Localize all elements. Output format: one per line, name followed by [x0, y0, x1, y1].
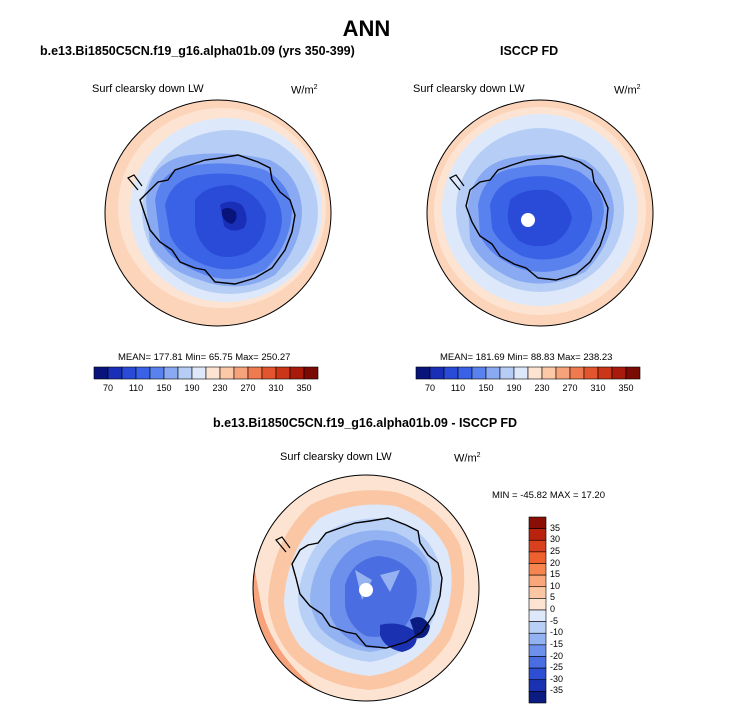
colorbar-box — [485, 366, 501, 380]
colorbar-tick-label: 150 — [156, 383, 172, 393]
colorbar-box — [527, 366, 543, 380]
colorbar-box — [528, 667, 547, 681]
colorbar-box — [528, 528, 547, 541]
colorbar-box — [528, 644, 547, 657]
panel2-units: W/m2 — [614, 84, 641, 97]
colorbar-panel1 — [93, 366, 319, 380]
colorbar-tick-label: 350 — [296, 383, 312, 393]
colorbar-box — [528, 621, 547, 634]
colorbar-box — [233, 366, 249, 380]
colorbar-box — [528, 586, 547, 599]
colorbar-tick-label: -10 — [550, 627, 564, 638]
colorbar-tick-label: 270 — [240, 383, 256, 393]
colorbar-tick-label: 25 — [550, 545, 561, 556]
colorbar-box — [528, 516, 547, 529]
colorbar-box — [261, 366, 277, 380]
colorbar-tick-label: 230 — [534, 383, 550, 393]
colorbar-box — [135, 366, 151, 380]
colorbar-tick-label: -5 — [550, 615, 559, 626]
colorbar-box — [219, 366, 235, 380]
colorbar-tick-label: -25 — [550, 662, 564, 673]
panel2-title: ISCCP FD — [500, 44, 559, 58]
colorbar-box — [528, 574, 547, 588]
panel3-varname: Surf clearsky down LW — [280, 451, 392, 463]
colorbar-box — [528, 679, 547, 692]
colorbar-box — [275, 366, 291, 380]
colorbar-box — [247, 366, 263, 380]
colorbar-tick-label: 150 — [478, 383, 494, 393]
colorbar-box — [541, 366, 557, 380]
colorbar-tick-label: 30 — [550, 534, 561, 545]
colorbar-tick-label: -15 — [550, 638, 564, 649]
colorbar-box — [583, 366, 599, 380]
colorbar-box — [163, 366, 179, 380]
colorbar-box — [569, 366, 585, 380]
colorbar-box — [471, 366, 487, 380]
colorbar-box — [191, 366, 207, 380]
colorbar-box — [528, 563, 547, 576]
panel2-map — [427, 100, 653, 326]
colorbar-tick-label: 190 — [184, 383, 200, 393]
colorbar-tick-label: 70 — [424, 383, 435, 393]
panel3-units: W/m2 — [454, 452, 481, 465]
colorbar-tick-label: 20 — [550, 557, 561, 568]
colorbar-tick-label: 190 — [506, 383, 522, 393]
colorbar-tick-label: 110 — [128, 383, 144, 393]
panel3-title: b.e13.Bi1850C5CN.f19_g16.alpha01b.09 - I… — [213, 416, 518, 430]
panel3-stats: MIN = -45.82 MAX = 17.20 — [492, 490, 606, 501]
colorbar-box — [611, 366, 627, 380]
colorbar-box — [528, 632, 547, 646]
colorbar-box — [149, 366, 165, 380]
colorbar-box — [528, 656, 547, 669]
colorbar-tick-label: 35 — [550, 522, 561, 533]
colorbar-panel3 — [528, 516, 547, 704]
colorbar-tick-label: -30 — [550, 673, 564, 684]
colorbar-tick-label: 70 — [102, 383, 113, 393]
colorbar-box — [555, 366, 571, 380]
colorbar-tick-label: 350 — [618, 383, 634, 393]
colorbar-tick-label: 310 — [590, 383, 606, 393]
panel3-map — [253, 475, 479, 701]
colorbar-box — [443, 366, 459, 380]
colorbar-tick-label: 230 — [212, 383, 228, 393]
colorbar-tick-label: 5 — [550, 592, 556, 603]
colorbar-box — [303, 366, 319, 380]
colorbar-box — [415, 366, 431, 380]
panel2-varname: Surf clearsky down LW — [413, 83, 525, 95]
colorbar-box — [499, 366, 515, 380]
colorbar-box — [93, 366, 109, 380]
panel1-map — [105, 100, 331, 326]
colorbar-box — [513, 366, 529, 380]
page-title: ANN — [342, 16, 391, 41]
colorbar-box — [528, 539, 547, 553]
colorbar-box — [528, 598, 547, 611]
colorbar-tick-label: 310 — [268, 383, 284, 393]
colorbar-tick-label: 0 — [550, 604, 556, 614]
panel1-varname: Surf clearsky down LW — [92, 83, 204, 95]
panel1-stats: MEAN= 177.81 Min= 65.75 Max= 250.27 — [118, 352, 291, 363]
panel2-stats: MEAN= 181.69 Min= 88.83 Max= 238.23 — [440, 352, 613, 363]
colorbar-box — [177, 366, 193, 380]
colorbar-tick-label: 10 — [550, 580, 561, 591]
colorbar-tick-label: 270 — [562, 383, 578, 393]
colorbar-box — [429, 366, 445, 380]
colorbar-panel2 — [415, 366, 641, 380]
colorbar-tick-label: 110 — [450, 383, 466, 393]
colorbar-tick-label: -35 — [550, 685, 564, 696]
colorbar-box — [289, 366, 305, 380]
colorbar-box — [121, 366, 137, 380]
colorbar-box — [597, 366, 613, 380]
colorbar-box — [107, 366, 123, 380]
colorbar-box — [528, 551, 547, 564]
panel1-units: W/m2 — [291, 84, 318, 97]
colorbar-box — [528, 691, 547, 704]
colorbar-tick-label: 15 — [550, 569, 561, 580]
colorbar-box — [457, 366, 473, 380]
colorbar-box — [205, 366, 221, 380]
colorbar-tick-label: -20 — [550, 650, 564, 661]
colorbar-box — [625, 366, 641, 380]
panel1-title: b.e13.Bi1850C5CN.f19_g16.alpha01b.09 (yr… — [40, 44, 355, 58]
colorbar-box — [528, 609, 547, 622]
